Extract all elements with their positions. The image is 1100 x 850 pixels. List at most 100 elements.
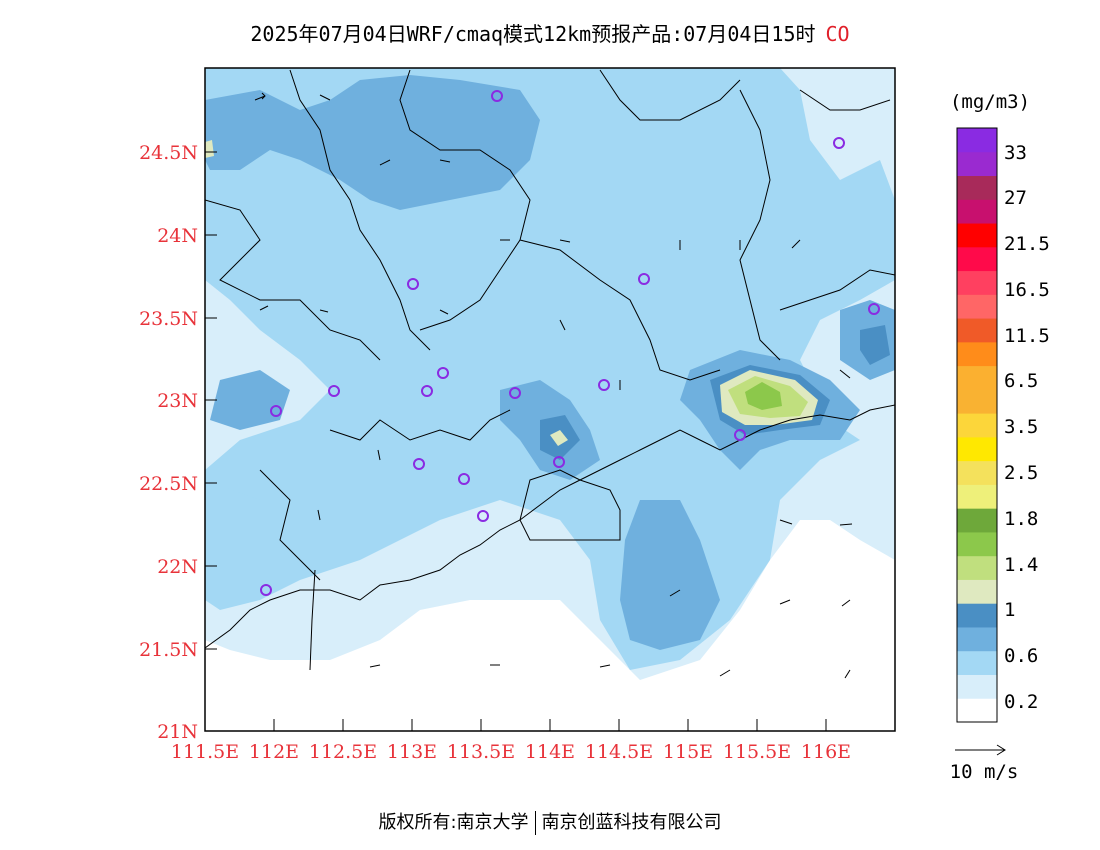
colorbar-swatch [957, 460, 997, 485]
lat-labels: 24.5N 24N 23.5N 23N 22.5N 22N 21.5N 21N [139, 142, 198, 743]
lon-label: 111.5E [171, 741, 239, 763]
station-marker [270, 405, 282, 417]
station-marker [868, 303, 880, 315]
lon-label: 112.5E [309, 741, 377, 763]
wind-arrow [559, 319, 566, 331]
colorbar-swatch [957, 603, 997, 628]
field-spot-small [550, 430, 568, 446]
station-marker [509, 387, 521, 399]
colorbar-label: 16.5 [1004, 279, 1050, 301]
wind-arrow [369, 664, 381, 668]
lat-label: 22N [157, 556, 198, 578]
colorbar-label: 0.6 [1004, 645, 1038, 667]
lat-label: 23.5N [139, 308, 198, 330]
colorbar-swatch [957, 674, 997, 699]
colorbar-swatch [957, 199, 997, 224]
boundary-1 [205, 199, 381, 361]
boundary-6 [739, 89, 781, 361]
colorbar-label: 2.5 [1004, 462, 1038, 484]
wind-legend-arrow [955, 744, 1006, 756]
wind-arrow [319, 94, 331, 101]
station-marker [491, 90, 503, 102]
colorbar-swatch [957, 698, 997, 723]
field-band-0.8-west [210, 370, 290, 430]
station-marker [638, 273, 650, 285]
boundary-12 [309, 569, 316, 671]
stations [260, 90, 880, 596]
colorbar-label: 33 [1004, 142, 1027, 164]
colorbar-swatch [957, 365, 997, 390]
colorbar-label: 0.2 [1004, 691, 1038, 713]
station-marker [553, 456, 565, 468]
colorbar-label: 6.5 [1004, 370, 1038, 392]
wind-arrow [379, 159, 391, 166]
station-marker [407, 278, 419, 290]
wind-arrow [779, 599, 791, 605]
colorbar-swatch [957, 650, 997, 675]
wind-arrow [317, 509, 321, 521]
wind-legend-label: 10 m/s [950, 761, 1019, 783]
lon-label: 115E [663, 741, 713, 763]
colorbar-label: 21.5 [1004, 233, 1050, 255]
colorbar-swatch [957, 508, 997, 533]
wind-arrow [719, 669, 731, 677]
boundary-3 [399, 69, 531, 331]
station-marker [734, 429, 746, 441]
wind-arrow [599, 664, 611, 668]
field-band-0.8-north [205, 75, 540, 210]
wind-arrow [779, 519, 793, 525]
lat-label: 21N [157, 721, 198, 743]
boundary-9 [329, 409, 511, 441]
wind-arrow [319, 309, 329, 313]
station-marker [421, 385, 433, 397]
copyright-footer: 版权所有:南京大学 南京创蓝科技有限公司 [0, 808, 1100, 835]
boundary-11 [519, 469, 621, 541]
field-band-0.6 [205, 68, 895, 670]
lat-label: 23N [157, 390, 198, 412]
wind-legend: 10 m/s [950, 744, 1019, 783]
colorbar-swatch [957, 341, 997, 367]
station-marker [598, 379, 610, 391]
copyright-company: 南京创蓝科技有限公司 [541, 812, 722, 833]
wind-arrow [841, 599, 851, 607]
footer-separator [534, 811, 536, 835]
wind-arrow [791, 239, 801, 249]
colorbar-swatch [957, 223, 997, 248]
wind-arrow [377, 449, 381, 461]
station-marker [833, 137, 845, 149]
colorbar-swatch [957, 175, 997, 200]
colorbar-label: 1 [1004, 599, 1015, 621]
boundary-8 [779, 269, 895, 311]
colorbar-swatch [957, 389, 997, 414]
axis-ticks [205, 151, 827, 731]
lon-label: 113E [387, 741, 437, 763]
station-marker [260, 584, 272, 596]
lat-label: 24.5N [139, 142, 198, 164]
lon-label: 115.5E [723, 741, 791, 763]
colorbar-unit: (mg/m3) [950, 91, 1030, 113]
boundary-5 [599, 69, 741, 121]
colorbar-frame [956, 127, 998, 723]
field-band-0.6-b [205, 480, 290, 595]
colorbar-label: 3.5 [1004, 416, 1038, 438]
station-marker [458, 473, 470, 485]
wind-arrow [839, 369, 851, 379]
colorbar-swatch [957, 294, 997, 319]
colorbar-swatch [957, 436, 997, 462]
station-marker [413, 458, 425, 470]
station-marker [328, 385, 340, 397]
wind-arrow [439, 159, 451, 163]
boundary-2 [289, 69, 431, 351]
boundaries [205, 69, 895, 671]
wind-arrow [439, 309, 449, 315]
chart-title: 2025年07月04日WRF/cmaq模式12km预报产品:07月04日15时 C… [0, 18, 1100, 47]
copyright-owner: 版权所有:南京大学 [378, 812, 529, 833]
colorbar [957, 128, 997, 723]
lat-label: 21.5N [139, 639, 198, 661]
lat-label: 22.5N [139, 473, 198, 495]
pollutant-label: CO [825, 22, 850, 46]
wind-arrow [259, 305, 269, 311]
wind-arrow [254, 92, 266, 101]
lon-labels: 111.5E 112E 112.5E 113E 113.5E 114E 114.… [171, 741, 851, 763]
